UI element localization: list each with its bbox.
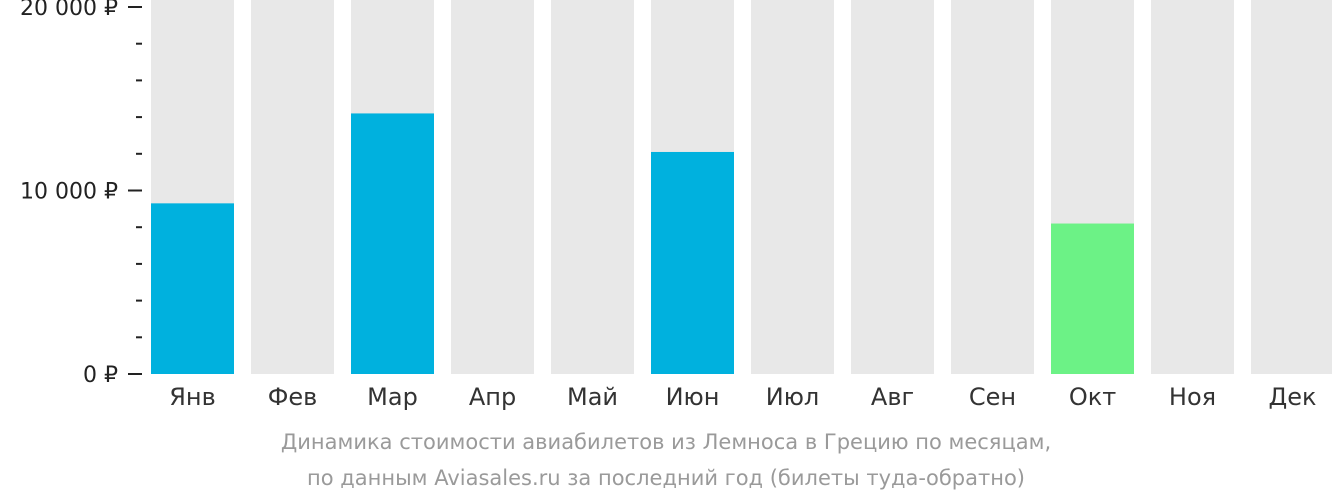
x-tick-label: Июн (666, 383, 720, 411)
bar (1051, 223, 1134, 374)
bar-background (751, 0, 834, 374)
bar-background (951, 0, 1034, 374)
bar-background (851, 0, 934, 374)
bar-background (451, 0, 534, 374)
x-tick-label: Мар (367, 383, 418, 411)
bar-background (1251, 0, 1332, 374)
bar-background (551, 0, 634, 374)
x-tick-label: Май (567, 383, 618, 411)
bar-background (251, 0, 334, 374)
bar (351, 113, 434, 375)
x-tick-label: Ноя (1169, 383, 1216, 411)
y-tick-label: 10 000 ₽ (20, 180, 118, 205)
x-tick-label: Апр (469, 383, 516, 411)
x-tick-label: Окт (1069, 383, 1116, 411)
x-tick-label: Дек (1268, 383, 1316, 411)
bar (151, 203, 234, 374)
x-tick-label: Фев (268, 383, 318, 411)
y-tick-label: 20 000 ₽ (20, 0, 118, 21)
bar-background (1151, 0, 1234, 374)
bar (651, 151, 734, 374)
chart-caption-line-2: по данным Aviasales.ru за последний год … (307, 466, 1025, 490)
x-tick-label: Июл (766, 383, 820, 411)
y-tick-label: 0 ₽ (83, 363, 118, 388)
x-tick-label: Сен (969, 383, 1016, 411)
x-tick-label: Янв (169, 383, 216, 411)
price-chart: 0 ₽ 10 000 ₽ 20 000 ₽ Янв Фев Мар Апр Май Июн Июл… (20, 0, 1332, 411)
x-tick-label: Авг (871, 383, 914, 411)
chart-caption-line-1: Динамика стоимости авиабилетов из Лемнос… (280, 430, 1052, 454)
